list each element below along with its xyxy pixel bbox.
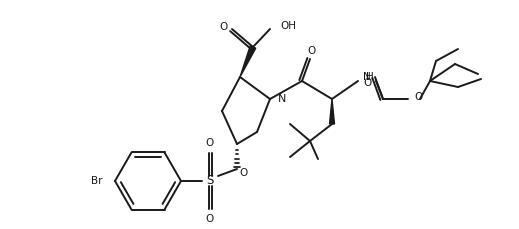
Text: O: O: [206, 214, 214, 224]
Text: Br: Br: [91, 176, 103, 186]
Text: O: O: [414, 92, 422, 102]
Text: O: O: [206, 138, 214, 148]
Text: H: H: [366, 72, 374, 82]
Text: N: N: [363, 72, 371, 82]
Text: OH: OH: [280, 21, 296, 31]
Text: O: O: [363, 78, 371, 88]
Text: O: O: [308, 46, 316, 56]
Text: N: N: [278, 94, 286, 104]
Text: O: O: [239, 168, 247, 178]
Polygon shape: [240, 46, 256, 77]
Text: O: O: [220, 22, 228, 32]
Text: S: S: [207, 174, 214, 188]
Polygon shape: [330, 99, 335, 124]
